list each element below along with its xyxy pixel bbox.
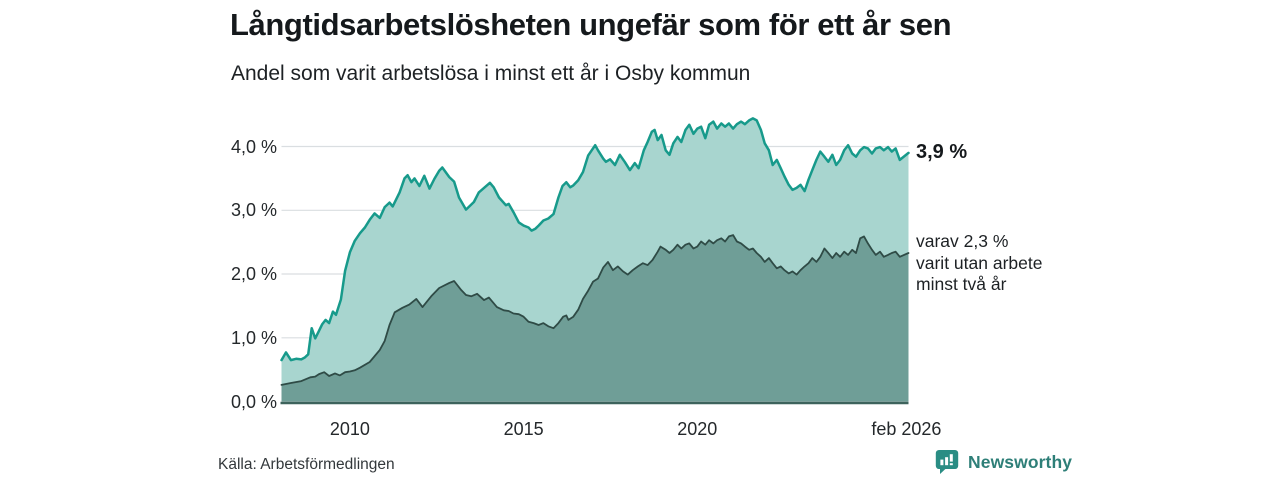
x-tick-label: feb 2026 — [871, 419, 942, 439]
annotation-line: varit utan arbete — [916, 252, 1043, 273]
y-tick-label: 2,0 % — [230, 264, 277, 284]
x-tick-label: 2020 — [677, 419, 718, 439]
page-title: Långtidsarbetslösheten ungefär som för e… — [230, 7, 952, 42]
x-tick-label: 2015 — [503, 419, 544, 439]
brand-name: Newsworthy — [968, 451, 1073, 472]
x-tick-label: 2010 — [329, 419, 370, 439]
source-note: Källa: Arbetsförmedlingen — [218, 456, 395, 473]
y-tick-label: 1,0 % — [230, 327, 277, 348]
minst-tva-ar-line — [280, 234, 910, 386]
annotation-line: varav 2,3 % — [916, 231, 1009, 251]
y-tick-label: 3,0 % — [230, 200, 277, 221]
brand-lockup: Newsworthy — [934, 449, 1072, 475]
y-tick-label: 4,0 % — [230, 136, 277, 157]
secondary-series-annotation: varav 2,3 % varit utan arbete minst två … — [916, 231, 1042, 296]
y-tick-label: 0,0 % — [230, 391, 277, 412]
minst-tva-ar-area — [281, 235, 909, 402]
latest-value-annotation: 3,9 % — [916, 141, 968, 163]
newsworthy-logo-icon — [935, 450, 959, 474]
minst-ett-ar-line — [280, 117, 910, 362]
page-subtitle: Andel som varit arbetslösa i minst ett å… — [231, 62, 751, 85]
annotation-line: minst två år — [916, 274, 1007, 294]
